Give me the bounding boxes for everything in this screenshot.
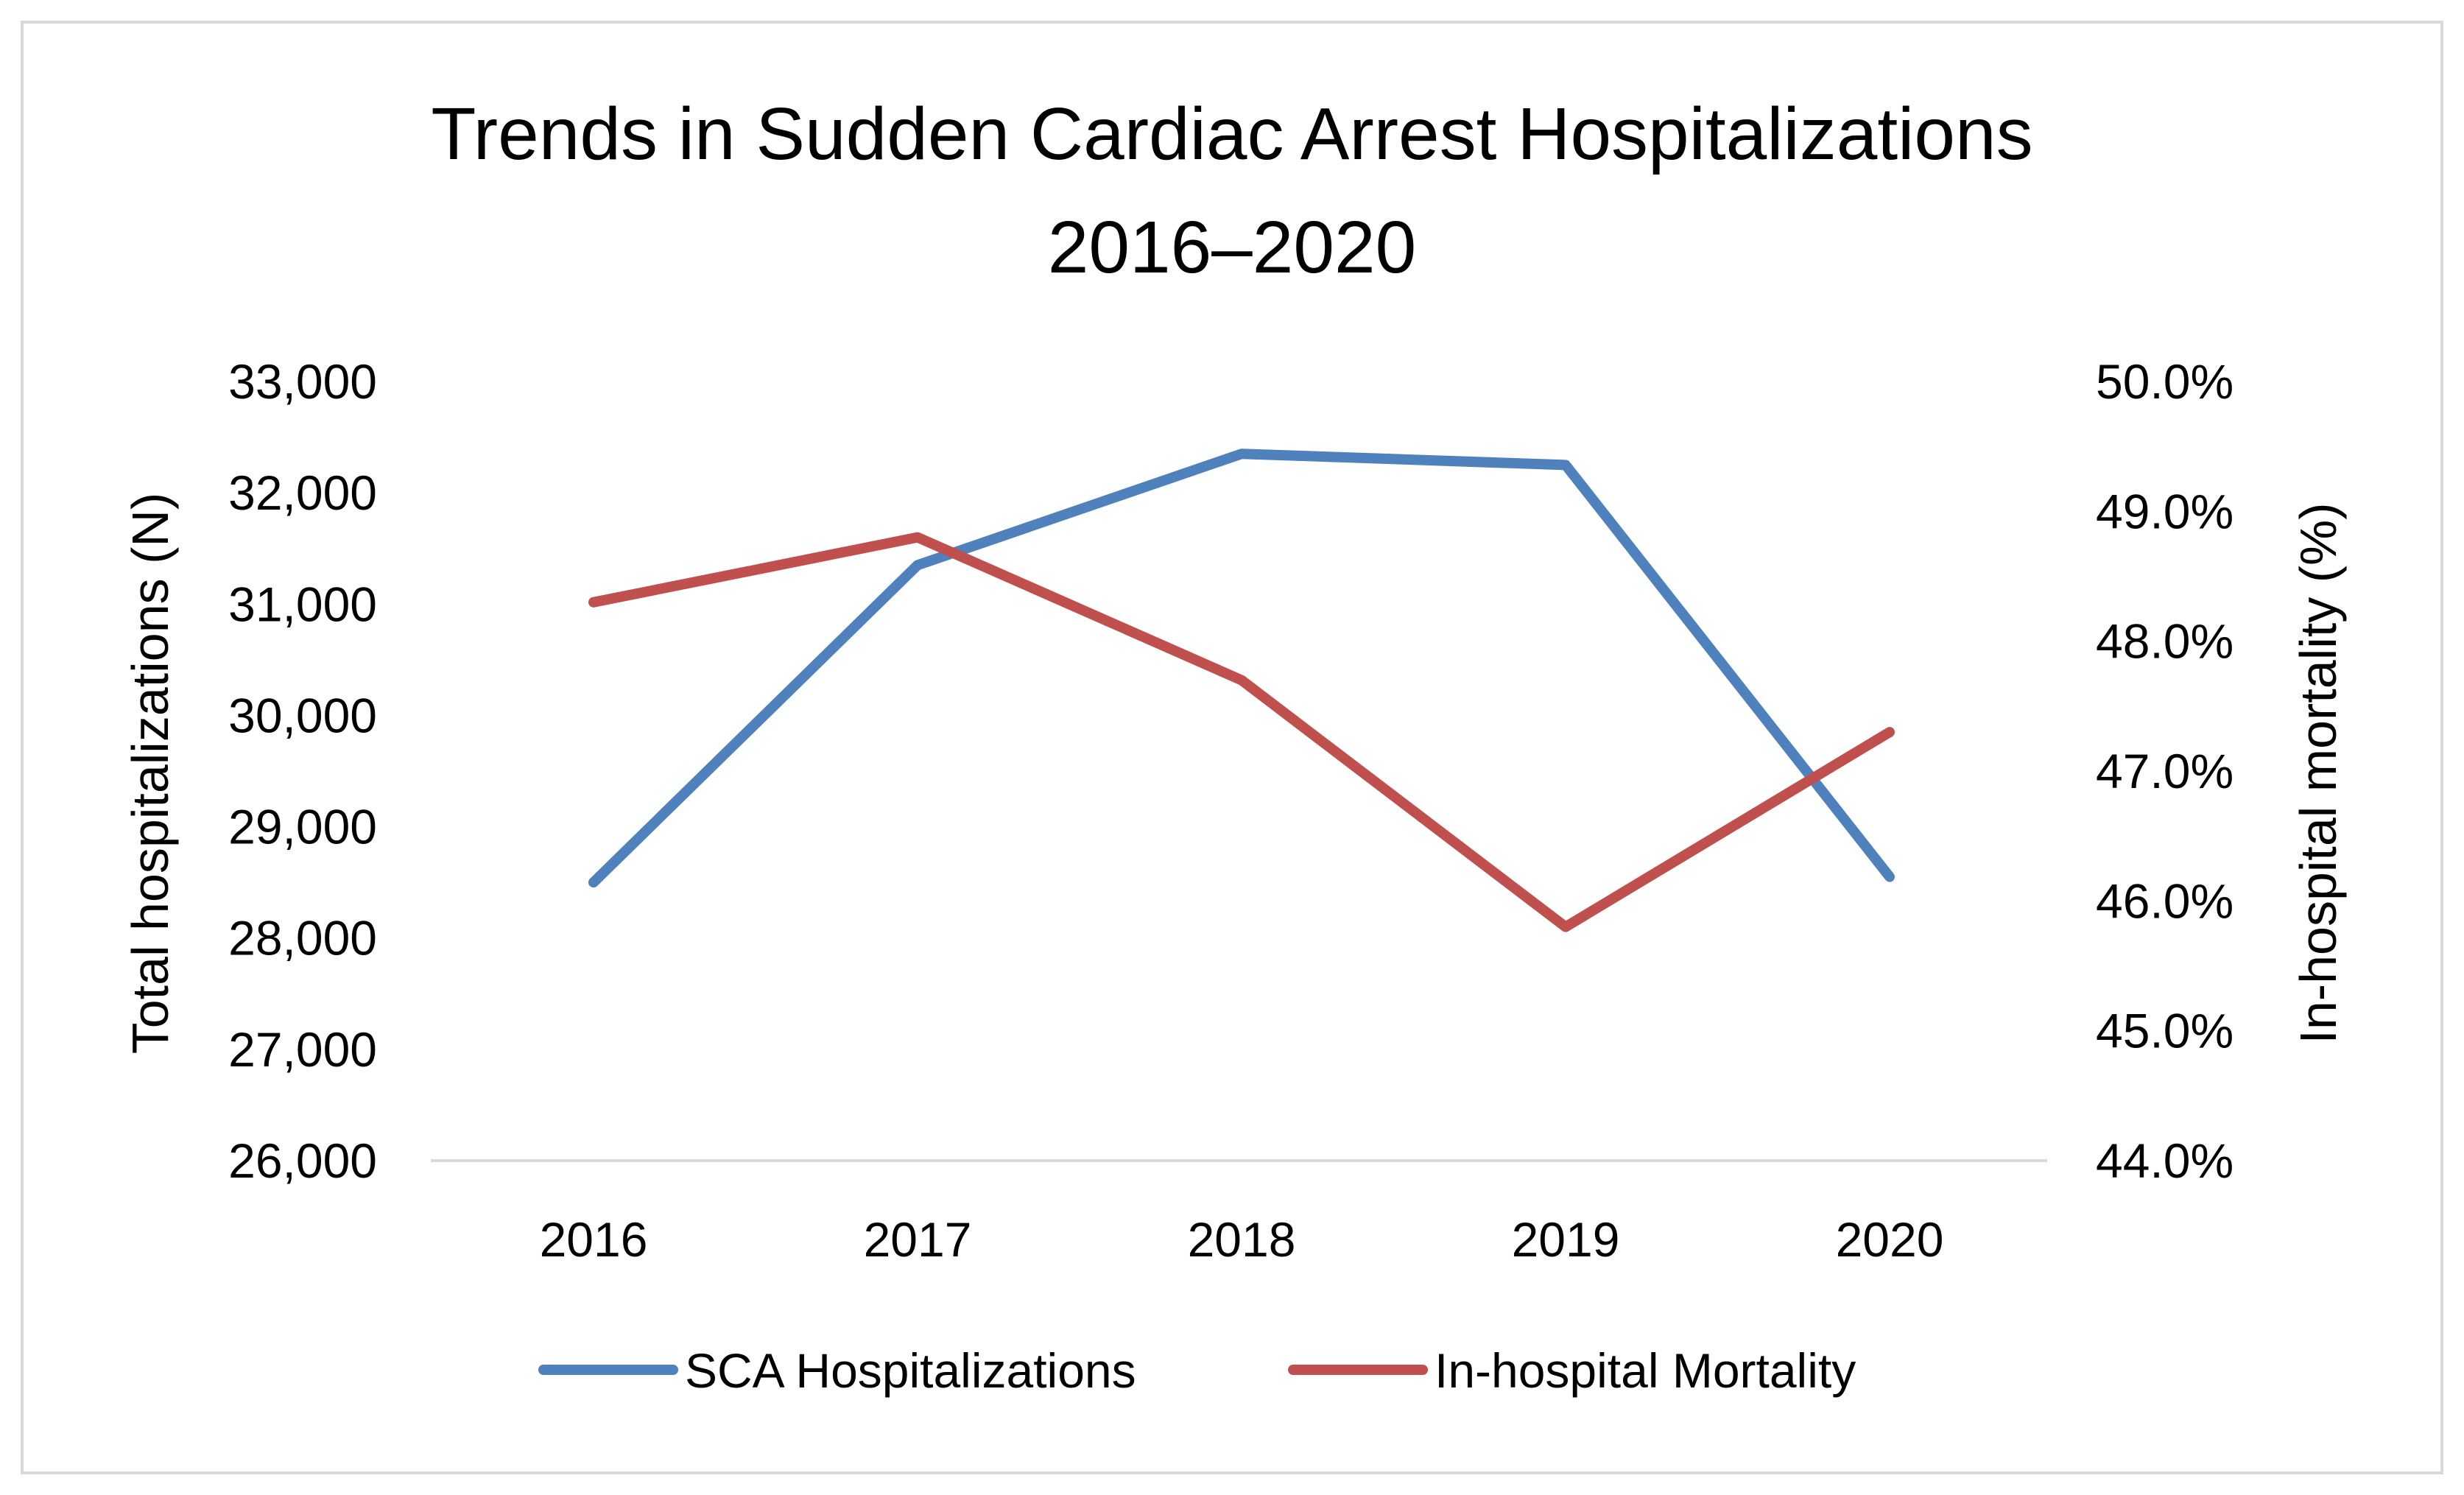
right-tick-label: 47.0% (2096, 744, 2234, 798)
right-axis-title: In-hospital mortality (%) (2289, 502, 2347, 1044)
right-tick-label: 50.0% (2096, 354, 2234, 409)
right-axis-ticks: 44.0% 45.0% 46.0% 47.0% 48.0% 49.0% 50.0% (2096, 354, 2234, 1188)
x-tick-label: 2016 (540, 1212, 648, 1267)
x-tick-label: 2020 (1836, 1212, 1944, 1267)
left-tick-label: 31,000 (228, 577, 377, 631)
chart-frame (21, 21, 2443, 1474)
left-tick-label: 27,000 (228, 1022, 377, 1077)
right-tick-label: 48.0% (2096, 614, 2234, 669)
right-tick-label: 46.0% (2096, 873, 2234, 928)
left-tick-label: 32,000 (228, 465, 377, 520)
chart-title-line-2: 2016–2020 (1048, 206, 1417, 289)
left-tick-label: 30,000 (228, 688, 377, 742)
x-tick-label: 2018 (1188, 1212, 1296, 1267)
left-tick-label: 28,000 (228, 911, 377, 965)
left-tick-label: 29,000 (228, 800, 377, 854)
series-line-in-hospital-mortality (588, 532, 1895, 932)
left-axis-title: Total hospitalizations (N) (122, 493, 179, 1055)
right-tick-label: 45.0% (2096, 1004, 2234, 1058)
left-tick-label: 26,000 (228, 1133, 377, 1188)
chart-title-line-1: Trends in Sudden Cardiac Arrest Hospital… (431, 93, 2032, 175)
x-tick-label: 2017 (864, 1212, 972, 1267)
legend: SCA Hospitalizations In-hospital Mortali… (538, 1343, 1856, 1398)
left-tick-label: 33,000 (228, 354, 377, 409)
x-axis-ticks: 2016 2017 2018 2019 2020 (540, 1212, 1944, 1267)
x-tick-label: 2019 (1512, 1212, 1620, 1267)
series-lines (588, 448, 1895, 932)
left-axis-ticks: 26,000 27,000 28,000 29,000 30,000 31,000 32,0… (228, 354, 377, 1188)
legend-label-sca-hospitalizations: SCA Hospitalizations (685, 1343, 1136, 1398)
right-tick-label: 49.0% (2096, 484, 2234, 538)
series-line-sca-hospitalizations (588, 448, 1895, 888)
right-tick-label: 44.0% (2096, 1133, 2234, 1188)
legend-label-in-hospital-mortality: In-hospital Mortality (1435, 1343, 1856, 1398)
